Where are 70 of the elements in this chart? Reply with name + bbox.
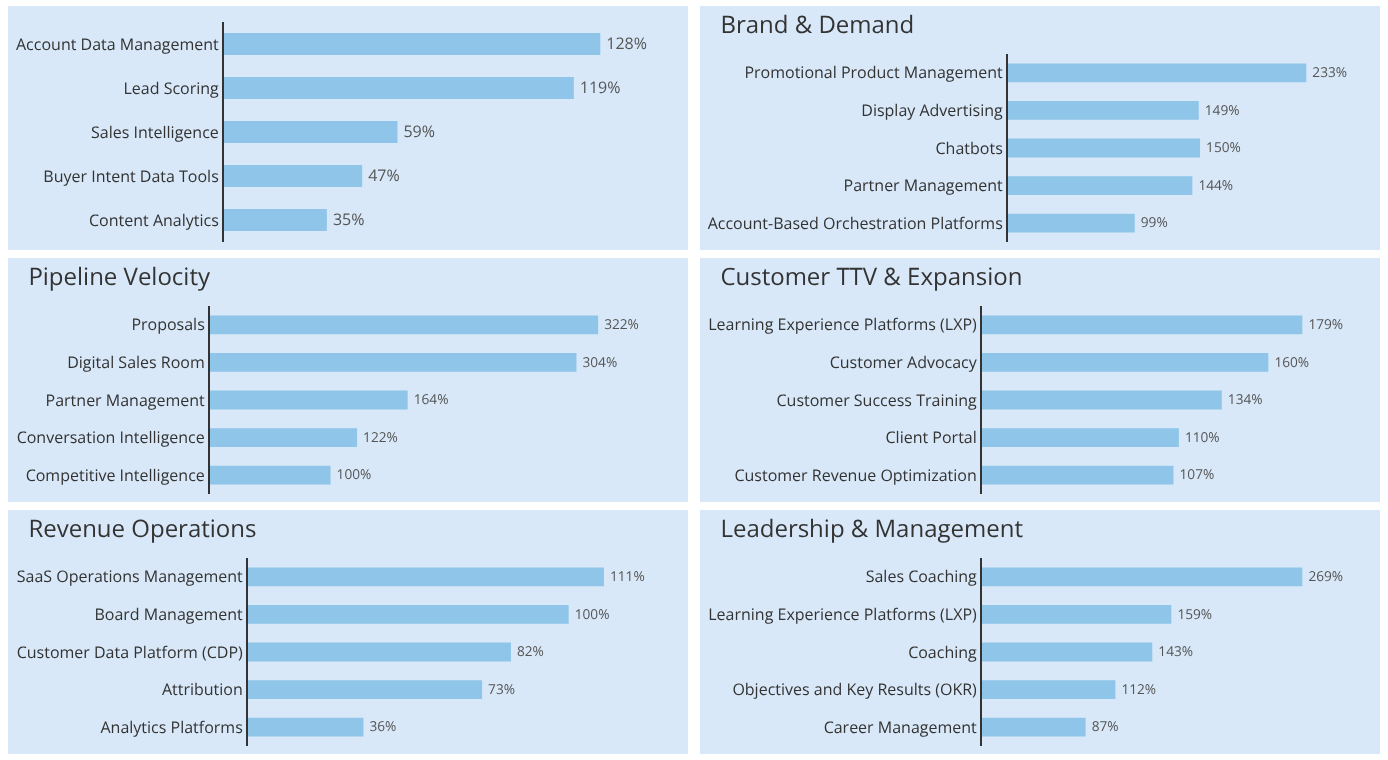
- chart-title: Customer TTV & Expansion: [720, 258, 1023, 293]
- y-tick-label: Analytics Platforms: [100, 716, 244, 739]
- y-tick-label: Display Advertising: [861, 100, 1005, 122]
- bar: [982, 605, 1172, 624]
- y-tick-label: Competitive Intelligence: [25, 464, 206, 487]
- y-tick-label: Partner Management: [843, 175, 1004, 198]
- y-tick-label: Partner Management: [45, 389, 206, 412]
- bar: [1008, 213, 1135, 233]
- bar: [982, 642, 1153, 662]
- data-label: 47%: [368, 165, 401, 187]
- y-tick-label: Proposals: [131, 314, 206, 337]
- bar: [1008, 101, 1199, 120]
- y-tick-label: Career Management: [823, 716, 978, 739]
- y-tick-label: Digital Sales Room: [67, 352, 205, 374]
- chart-title: Revenue Operations: [28, 510, 258, 545]
- y-tick-label: Client Portal: [885, 427, 977, 450]
- bar: [1008, 176, 1193, 195]
- data-label: 35%: [332, 209, 366, 231]
- bar: [224, 33, 601, 55]
- y-tick-label: Customer Advocacy: [829, 352, 979, 374]
- bar: [224, 121, 398, 143]
- chart-title: Pipeline Velocity: [28, 258, 212, 293]
- y-tick-label: Customer Data Platform (CDP): [16, 641, 245, 664]
- bar: [982, 465, 1174, 485]
- bar: [248, 642, 511, 662]
- y-tick-label: Content Analytics: [89, 209, 220, 232]
- bar: [982, 353, 1269, 372]
- bar: [1008, 63, 1307, 83]
- data-label: 128%: [606, 33, 648, 55]
- bar: [248, 717, 364, 737]
- y-tick-label: Buyer Intent Data Tools: [43, 165, 220, 188]
- y-tick-label: Chatbots: [935, 137, 1004, 160]
- y-tick-label: Learning Experience Platforms (LXP): [708, 604, 979, 626]
- bar: [982, 717, 1086, 737]
- bar: [210, 315, 599, 335]
- bar: [248, 680, 483, 699]
- bar: [982, 567, 1303, 587]
- bar: [224, 165, 363, 187]
- y-tick-label: Customer Revenue Optimization: [734, 464, 977, 487]
- chart-title: Leadership & Management: [720, 510, 1024, 545]
- y-tick-label: Customer Success Training: [776, 389, 979, 412]
- bar: [224, 77, 574, 99]
- y-tick-label: Coaching: [908, 641, 979, 664]
- y-tick-label: Account Data Management: [16, 33, 220, 56]
- y-tick-label: Sales Coaching: [865, 566, 979, 589]
- bar: [982, 390, 1222, 410]
- y-tick-label: Attribution: [161, 679, 243, 702]
- bar: [210, 390, 408, 410]
- bar: [248, 605, 569, 624]
- y-tick-label: Objectives and Key Results (OKR): [732, 679, 979, 702]
- y-tick-label: Sales Intelligence: [91, 121, 220, 144]
- y-tick-label: Lead Scoring: [123, 77, 221, 100]
- y-tick-label: Board Management: [94, 604, 244, 626]
- y-tick-label: Learning Experience Platforms (LXP): [708, 314, 979, 337]
- y-tick-label: Promotional Product Management: [744, 62, 1004, 85]
- bar: [982, 680, 1116, 699]
- bar: [210, 428, 358, 447]
- data-label: 119%: [579, 77, 622, 99]
- y-tick-label: Account-Based Orchestration Platforms: [707, 212, 1004, 235]
- y-tick-label: SaaS Operations Management: [16, 566, 244, 589]
- bar: [1008, 138, 1201, 158]
- data-label: 59%: [403, 121, 436, 143]
- chart-title: Brand & Demand: [720, 6, 915, 41]
- bar: [210, 465, 331, 485]
- bar: [982, 315, 1303, 335]
- bar: [248, 567, 604, 587]
- bar: [224, 209, 327, 231]
- bar: [982, 428, 1179, 447]
- bar: [210, 353, 577, 372]
- y-tick-label: Conversation Intelligence: [16, 427, 206, 450]
